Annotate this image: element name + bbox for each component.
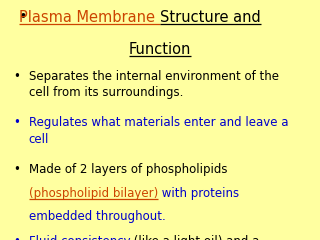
Text: Regulates what materials enter and leave a
cell: Regulates what materials enter and leave… <box>29 116 288 146</box>
Text: with proteins: with proteins <box>158 187 239 200</box>
Text: Separates the internal environment of the
cell from its surroundings.: Separates the internal environment of th… <box>29 70 279 99</box>
Text: •: • <box>13 116 20 129</box>
Text: (phospholipid bilayer): (phospholipid bilayer) <box>29 187 158 200</box>
Text: Made of 2 layers of phospholipids: Made of 2 layers of phospholipids <box>29 163 227 176</box>
Text: Plasma Membrane: Plasma Membrane <box>20 10 160 25</box>
Text: •: • <box>13 163 20 176</box>
Text: •: • <box>13 70 20 83</box>
Text: (like a light oil) and a: (like a light oil) and a <box>131 235 260 240</box>
Text: Structure and: Structure and <box>160 10 261 25</box>
Text: •: • <box>13 235 20 240</box>
Text: Fluid consistency: Fluid consistency <box>29 235 131 240</box>
Text: Function: Function <box>129 42 191 57</box>
Text: embedded throughout.: embedded throughout. <box>29 210 165 223</box>
Text: •: • <box>19 10 28 25</box>
